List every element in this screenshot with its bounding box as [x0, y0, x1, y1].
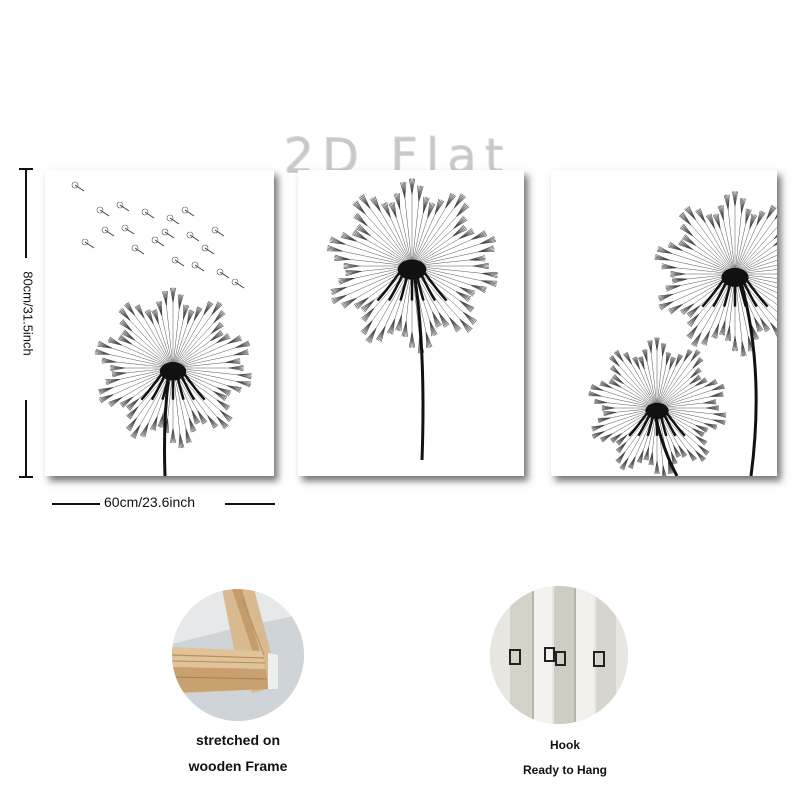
hook-caption-line1: Hook	[550, 738, 580, 752]
hook-photo	[490, 586, 628, 724]
width-dimension-line-left	[52, 503, 100, 505]
frame-caption-line1: stretched on	[195, 732, 280, 748]
wooden-frame-photo	[172, 589, 304, 721]
frame-caption-line2: wooden Frame	[188, 758, 288, 774]
wooden-frame-icon	[172, 589, 304, 721]
height-dimension-bottom-tick	[19, 476, 33, 478]
dandelion-left-illustration	[71, 181, 252, 476]
hook-icon	[490, 586, 628, 724]
dandelion-panel-center	[298, 170, 524, 476]
height-dimension-line-top	[25, 168, 27, 258]
width-dimension-line-right	[225, 503, 275, 505]
dandelion-panel-right	[551, 170, 777, 476]
width-dimension-label: 60cm/23.6inch	[104, 494, 196, 510]
hook-caption-line2: Ready to Hang	[522, 763, 607, 777]
height-dimension-line-bottom	[25, 400, 27, 476]
dandelion-panel-left	[45, 170, 274, 476]
height-dimension-label: 80cm/31.5inch	[20, 271, 36, 356]
dandelion-center-illustration	[326, 178, 498, 461]
dandelion-right-illustration	[588, 191, 777, 476]
